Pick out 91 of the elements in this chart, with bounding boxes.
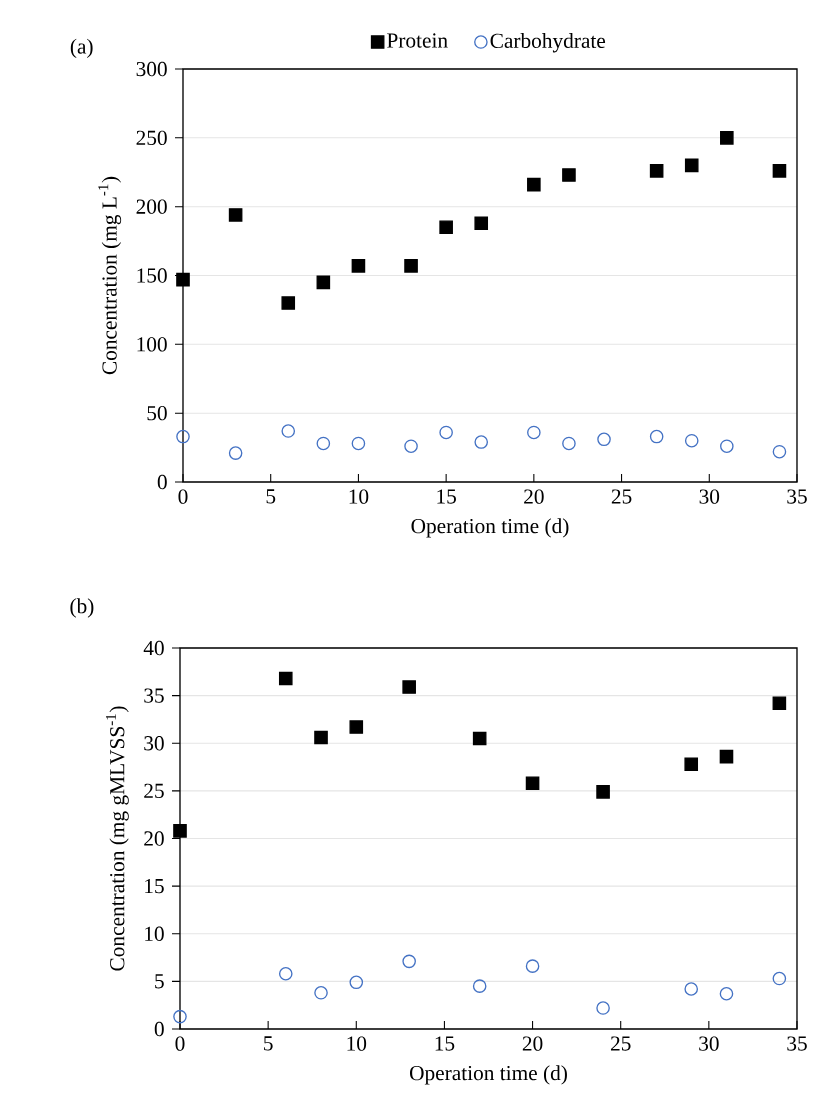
point <box>596 1001 610 1015</box>
y-tick-label: 30 <box>144 736 164 751</box>
point <box>772 444 787 459</box>
point <box>176 429 190 444</box>
y-tick-label: 150 <box>137 268 167 283</box>
x-axis-title: Operation time (d) <box>411 518 569 538</box>
point <box>316 436 331 451</box>
x-tick-label: 30 <box>699 1036 719 1051</box>
point <box>279 966 293 981</box>
point <box>472 979 487 993</box>
point <box>474 435 489 449</box>
x-tick-label: 35 <box>787 1036 807 1051</box>
point <box>719 986 734 1001</box>
legend-label: Carbohydrate <box>490 33 606 53</box>
point <box>685 433 699 448</box>
x-tick-label: 15 <box>435 1036 455 1051</box>
point <box>351 259 366 273</box>
y-tick-label: 0 <box>157 474 167 490</box>
point <box>228 208 243 222</box>
point <box>314 986 328 1000</box>
x-tick-label: 0 <box>178 489 188 504</box>
y-tick-label: 15 <box>145 878 164 894</box>
x-tick-label: 5 <box>264 1036 273 1051</box>
point <box>281 424 296 438</box>
text: (b) <box>70 598 94 618</box>
point <box>772 971 787 986</box>
y-tick-label: 300 <box>136 61 167 77</box>
x-tick-label: 25 <box>611 489 632 504</box>
point <box>279 671 293 686</box>
x-tick-label: 25 <box>611 1036 631 1051</box>
point <box>525 776 540 791</box>
point <box>404 259 418 273</box>
x-tick-label: 35 <box>787 489 807 504</box>
point <box>439 220 454 235</box>
y-tick-label: 40 <box>143 640 164 656</box>
x-tick-label: 10 <box>347 1036 367 1051</box>
point <box>349 720 364 734</box>
point <box>349 975 364 990</box>
point <box>228 446 243 460</box>
point <box>402 954 417 969</box>
point <box>173 824 187 838</box>
legend-label: Protein <box>387 33 448 48</box>
point <box>351 436 366 451</box>
point <box>597 432 611 447</box>
point <box>474 216 489 230</box>
y-tick-label: 250 <box>136 130 167 146</box>
y-tick-label: 20 <box>144 831 164 846</box>
point <box>527 425 541 440</box>
y-tick-label: 50 <box>147 405 167 421</box>
y-tick-label: 35 <box>144 688 164 703</box>
y-tick-label: 25 <box>144 783 164 799</box>
point <box>404 439 418 453</box>
point <box>527 177 541 192</box>
point <box>281 296 296 310</box>
x-tick-label: 0 <box>175 1036 185 1051</box>
point <box>649 164 664 178</box>
y-tick-label: 200 <box>136 199 167 214</box>
x-tick-label: 10 <box>349 489 369 504</box>
point <box>472 731 487 746</box>
point <box>772 164 787 178</box>
point <box>173 1009 187 1024</box>
x-axis-title: Operation time (d) <box>410 1065 568 1085</box>
point <box>316 275 331 290</box>
y-axis-title: Concentration (mg L$^{-1}$) <box>98 176 122 375</box>
point <box>772 696 787 711</box>
point <box>649 429 664 444</box>
y-tick-label: 100 <box>137 337 167 352</box>
point <box>684 982 699 996</box>
point <box>562 436 576 451</box>
point <box>314 730 328 745</box>
x-tick-label: 5 <box>266 489 276 504</box>
x-tick-label: 30 <box>699 489 720 504</box>
text: (a) <box>70 38 93 59</box>
y-tick-label: 5 <box>155 974 164 989</box>
point <box>562 168 576 182</box>
x-tick-label: 20 <box>524 489 544 504</box>
x-tick-label: 15 <box>437 489 457 504</box>
point <box>596 785 610 799</box>
point <box>439 425 454 440</box>
x-tick-label: 20 <box>522 1036 543 1051</box>
point <box>176 272 190 287</box>
point <box>402 680 417 694</box>
y-tick-label: 10 <box>145 926 164 941</box>
y-tick-label: 0 <box>154 1021 164 1037</box>
y-axis-title: Concentration (mg gMLVSS$^{-1}$) <box>106 706 129 971</box>
point <box>684 757 699 772</box>
point <box>720 439 734 453</box>
point <box>685 158 699 173</box>
point <box>719 749 734 764</box>
point <box>525 959 540 973</box>
point <box>720 131 734 145</box>
